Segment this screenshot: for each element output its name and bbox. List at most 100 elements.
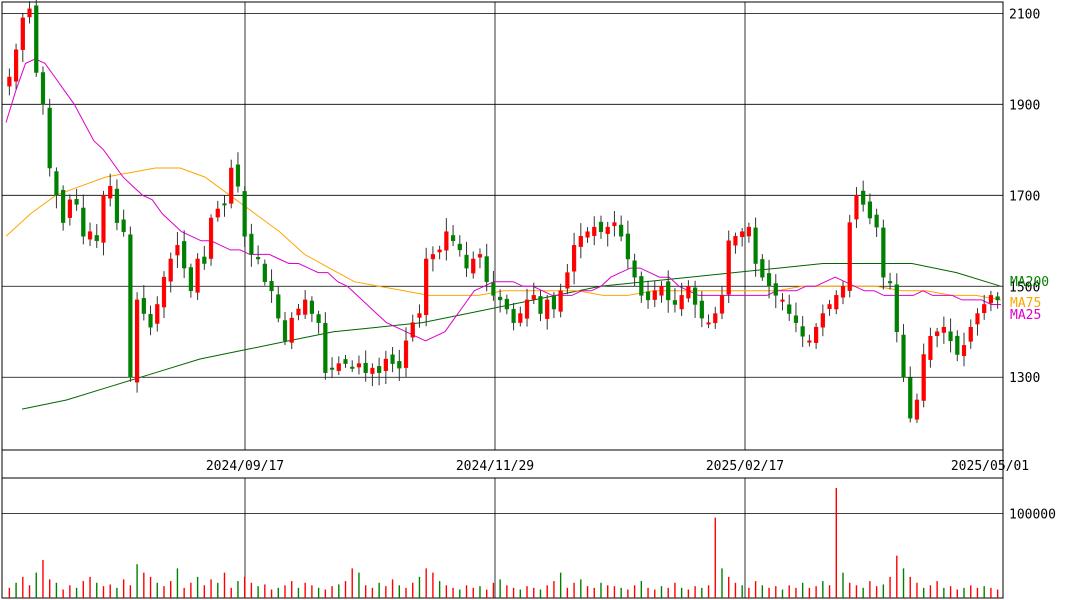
candle-down	[316, 314, 321, 323]
candle-up	[961, 345, 967, 356]
candle-up	[686, 286, 691, 299]
candle-up	[840, 286, 846, 298]
candle-down	[256, 257, 261, 260]
candle-up	[565, 272, 570, 289]
candle-down	[551, 295, 557, 310]
candle-down	[901, 334, 906, 378]
candle-up	[477, 254, 483, 258]
candle-down	[887, 281, 893, 284]
candle-down	[491, 282, 496, 296]
candle-down	[498, 296, 503, 301]
candle-down	[760, 259, 765, 278]
candle-up	[706, 322, 711, 325]
candle-down	[598, 221, 604, 232]
candle-up	[726, 240, 731, 295]
candle-down	[861, 190, 866, 205]
candle-up	[134, 299, 140, 383]
candle-up	[921, 354, 926, 401]
candle-up	[410, 322, 415, 338]
candle-down	[632, 260, 637, 278]
candle-down	[625, 233, 630, 260]
candle-up	[161, 276, 167, 308]
candle-up	[289, 317, 294, 343]
candle-down	[881, 227, 886, 278]
candle-up	[175, 245, 180, 256]
candle-up	[659, 286, 664, 296]
candle-up	[424, 258, 429, 315]
price-panel-frame	[1, 1, 1004, 451]
candle-up	[713, 313, 718, 324]
candle-down	[397, 361, 402, 369]
candle-down	[894, 284, 899, 332]
candle-down	[484, 256, 489, 282]
candle-down	[276, 294, 281, 319]
candle-down	[766, 273, 772, 287]
candle-down	[61, 189, 66, 223]
candle-down	[672, 300, 678, 305]
volume-tick-label: 100000	[1009, 507, 1056, 522]
candle-down	[955, 335, 960, 355]
candle-up	[605, 226, 610, 234]
ma75-line	[5, 167, 1002, 301]
ma-legend-ma75: MA75	[1010, 296, 1041, 311]
candle-up	[383, 358, 388, 371]
candle-down	[148, 313, 153, 328]
candle-down	[995, 296, 1000, 301]
candle-down	[34, 5, 39, 73]
candle-down	[47, 107, 52, 169]
candle-up	[545, 299, 550, 319]
candle-up	[827, 304, 832, 309]
volume-axis: 100000	[1009, 507, 1056, 522]
candle-up	[733, 235, 738, 246]
candle-up	[13, 49, 19, 82]
candle-down	[753, 227, 758, 264]
candle-down	[619, 224, 624, 237]
candle-down	[54, 171, 59, 196]
candle-up	[740, 231, 745, 237]
date-tick-label: 2025/05/01	[951, 459, 1029, 474]
candle-down	[645, 291, 651, 301]
candle-down	[538, 296, 543, 314]
candle-up	[101, 195, 106, 243]
candle-down	[390, 354, 395, 364]
candle-up	[155, 304, 160, 324]
candle-down	[511, 308, 516, 323]
ma-legend-ma25: MA25	[1010, 308, 1041, 323]
candle-up	[968, 326, 973, 342]
candle-up	[215, 208, 220, 218]
candle-up	[814, 326, 819, 343]
candle-down	[202, 256, 207, 264]
candle-up	[20, 17, 25, 50]
candle-up	[592, 226, 597, 236]
candle-down	[504, 298, 509, 310]
candle-up	[975, 313, 980, 325]
volume-panel-frame	[1, 477, 1004, 599]
candle-down	[235, 164, 241, 187]
candle-up	[780, 299, 785, 302]
candle-down	[94, 235, 99, 242]
candle-up	[928, 336, 933, 360]
candle-up	[356, 363, 362, 368]
candle-up	[652, 290, 657, 300]
candle-up	[558, 290, 563, 312]
candle-up	[578, 235, 583, 247]
candle-up	[471, 258, 476, 274]
price-grid	[1, 1, 1004, 451]
candle-down	[329, 367, 335, 370]
candle-down	[282, 320, 288, 342]
candle-down	[343, 359, 348, 364]
candle-up	[87, 231, 93, 240]
candle-up	[67, 199, 72, 218]
candle-down	[867, 201, 873, 219]
candle-up	[847, 222, 852, 291]
date-tick-label: 2024/11/29	[456, 459, 534, 474]
candle-down	[874, 214, 879, 228]
candle-up	[229, 167, 234, 204]
candle-up	[208, 217, 214, 259]
candle-up	[612, 222, 617, 227]
candle-up	[982, 304, 987, 314]
candle-up	[403, 340, 409, 368]
candle-up	[296, 308, 301, 316]
